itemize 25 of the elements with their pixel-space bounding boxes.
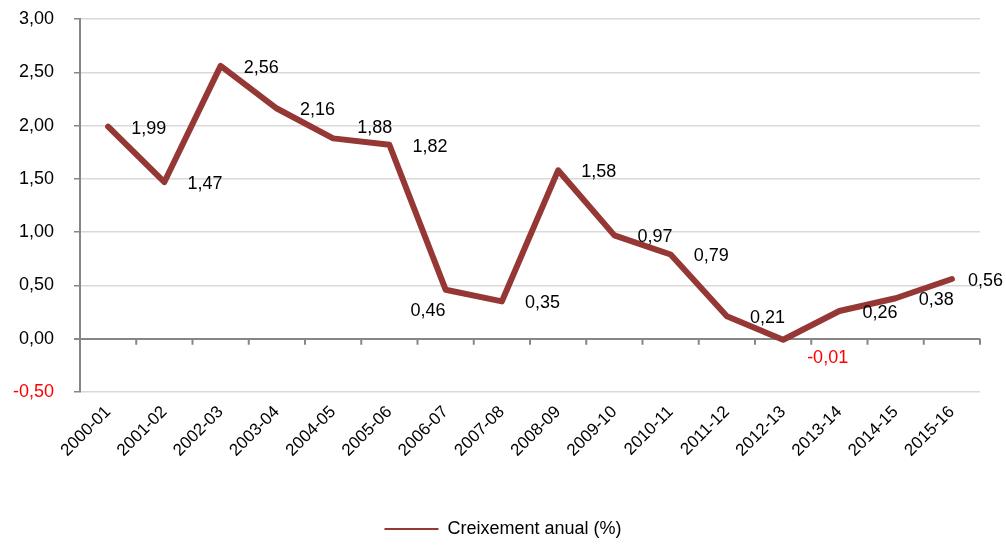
- data-label: 1,47: [187, 173, 223, 194]
- data-label: 0,35: [524, 292, 560, 313]
- y-tick-label: 3,00: [18, 7, 54, 28]
- data-label: 1,88: [357, 117, 393, 138]
- data-label: 1,99: [131, 117, 167, 138]
- y-tick-label: 0,00: [18, 327, 54, 348]
- data-label: 0,46: [410, 299, 446, 320]
- y-tick-label: 1,00: [18, 221, 54, 242]
- data-label: 2,56: [243, 56, 279, 77]
- legend-label: Creixement anual (%): [447, 517, 622, 538]
- data-label: 0,97: [637, 226, 673, 247]
- data-label: 1,58: [581, 161, 617, 182]
- y-tick-label: 0,50: [18, 274, 54, 295]
- data-label: 0,79: [693, 245, 729, 266]
- y-tick-label: 2,00: [18, 114, 54, 135]
- y-tick-label: 1,50: [18, 167, 54, 188]
- data-label: 0,38: [918, 289, 954, 310]
- data-label: 0,56: [967, 270, 1004, 290]
- y-tick-label: 2,50: [18, 61, 54, 82]
- y-tick-label: -0,50: [12, 380, 54, 401]
- data-label: 0,21: [749, 307, 785, 328]
- data-label: -0,01: [807, 346, 849, 367]
- data-label: 0,26: [862, 301, 898, 322]
- data-label: 2,16: [299, 99, 335, 120]
- data-label: 1,82: [412, 135, 448, 156]
